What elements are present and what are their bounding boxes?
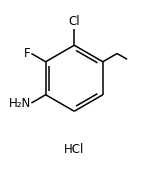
Text: Cl: Cl — [68, 15, 80, 28]
Text: HCl: HCl — [64, 143, 84, 156]
Text: H₂N: H₂N — [8, 97, 31, 110]
Text: F: F — [24, 47, 31, 60]
